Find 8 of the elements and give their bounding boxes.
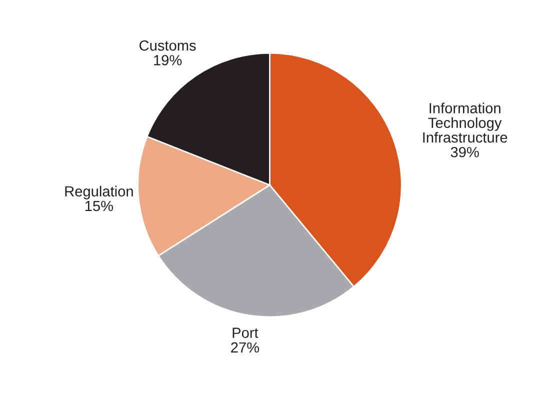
slice-label: Information Technology Infrastructure: [423, 102, 508, 143]
slice-label: Regulation: [65, 186, 133, 200]
data-label: 27%: [231, 342, 260, 353]
data-label: 15%: [85, 200, 114, 212]
data-label: 39%: [450, 146, 479, 158]
slice-label: Customs: [140, 40, 196, 51]
data-label: 19%: [154, 55, 182, 66]
slice-label: Port: [232, 328, 258, 338]
